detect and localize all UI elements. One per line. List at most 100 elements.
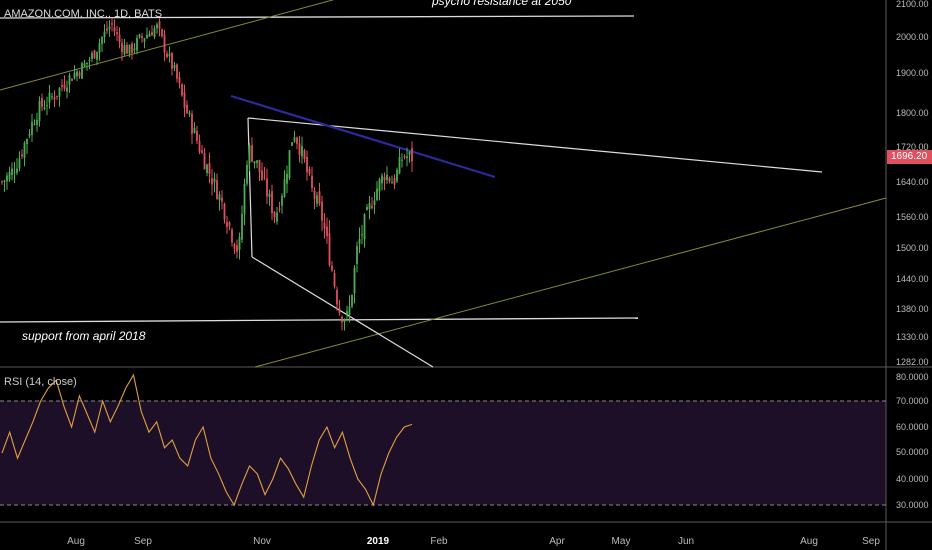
- candle-body: [108, 26, 111, 30]
- candle-body: [356, 246, 358, 264]
- candle-body: [36, 119, 38, 125]
- wedge-lower-line: [251, 256, 434, 368]
- time-tick-label: Sep: [134, 536, 152, 547]
- candle-body: [341, 316, 343, 323]
- price-tick-label: 1330.00: [896, 332, 929, 342]
- blue-trendline: [230, 94, 496, 179]
- candle-body: [371, 205, 373, 209]
- candle-body: [308, 168, 311, 174]
- candle-body: [378, 179, 381, 192]
- chart-title: AMAZON.COM, INC., 1D, BATS: [4, 8, 163, 20]
- candle-body: [208, 163, 211, 174]
- candle-body: [256, 160, 258, 163]
- candle-body: [173, 64, 176, 69]
- rsi-tick-label: 70.0000: [896, 396, 929, 406]
- candle-body: [216, 180, 218, 200]
- candle-body: [388, 177, 391, 182]
- candle-body: [86, 62, 88, 65]
- candle-body: [16, 168, 18, 173]
- candle-body: [238, 237, 241, 250]
- candle-body: [96, 51, 98, 60]
- price-axis: 2100.00 2000.00 1900.00 1800.00 1720.00 1640.…: [896, 0, 929, 367]
- candle-body: [383, 177, 386, 181]
- price-tick-label: 1282.00: [896, 357, 929, 367]
- candle-body: [353, 267, 356, 294]
- candle-body: [223, 203, 226, 220]
- price-tick-label: 2000.00: [896, 32, 929, 42]
- candle-body: [23, 142, 26, 158]
- candle-body: [373, 200, 376, 206]
- candle-body: [81, 63, 83, 79]
- candle-body: [138, 34, 141, 38]
- candle-body: [8, 172, 11, 180]
- candle-body: [211, 178, 213, 185]
- price-tick-label: 1560.00: [896, 212, 929, 222]
- candle-body: [286, 173, 288, 184]
- annotation-resistance: psycho resistance at 2050: [432, 0, 572, 8]
- resistance-2050-line: [0, 15, 635, 19]
- candle-body: [183, 92, 186, 108]
- candle-body: [316, 195, 318, 204]
- candle-body: [46, 105, 48, 107]
- candle-body: [288, 150, 291, 178]
- price-tick-label: 1800.00: [896, 108, 929, 118]
- candle-body: [381, 175, 383, 184]
- candle-body: [71, 78, 73, 81]
- wedge-left-line: [247, 117, 253, 258]
- price-tick-label: 1900.00: [896, 68, 929, 78]
- wedge-upper-line: [247, 117, 823, 173]
- candle-body: [248, 145, 251, 164]
- candle-body: [128, 44, 131, 54]
- candle-body: [266, 178, 268, 197]
- candle-body: [178, 76, 181, 84]
- candle-body: [206, 164, 208, 173]
- candle-body: [386, 174, 388, 181]
- time-tick-label: May: [612, 536, 631, 547]
- candle-body: [48, 92, 51, 103]
- candle-body: [11, 168, 13, 176]
- time-tick-label: Aug: [67, 536, 85, 547]
- candle-body: [123, 45, 126, 55]
- candle-body: [241, 213, 243, 240]
- candle-body: [331, 265, 333, 271]
- time-tick-label: Nov: [253, 536, 271, 547]
- candle-body: [38, 100, 41, 122]
- candle-body: [188, 112, 191, 115]
- candle-body: [118, 34, 121, 42]
- time-tick-label: Sep: [862, 536, 880, 547]
- annotation-support: support from april 2018: [22, 329, 146, 343]
- candle-body: [318, 191, 321, 204]
- candle-body: [376, 188, 378, 201]
- candle-body: [191, 113, 193, 134]
- candle-body: [28, 134, 31, 136]
- candle-body: [131, 43, 133, 54]
- candle-body: [101, 37, 103, 44]
- candle-body: [153, 28, 156, 38]
- candle-body: [203, 153, 206, 170]
- candle-body: [246, 164, 248, 184]
- candle-body: [313, 190, 316, 200]
- candle-body: [63, 84, 66, 89]
- candle-body: [281, 195, 283, 206]
- candle-body: [121, 42, 123, 52]
- candle-body: [293, 137, 296, 142]
- candle-body: [271, 191, 273, 214]
- time-tick-label: Aug: [800, 536, 818, 547]
- candle-body: [56, 95, 58, 97]
- rsi-tick-label: 60.0000: [896, 422, 929, 432]
- candle-body: [396, 169, 398, 182]
- candle-body: [171, 53, 173, 69]
- candle-body: [253, 161, 256, 164]
- candle-body: [26, 139, 28, 145]
- candle-body: [1, 181, 3, 183]
- candle-body: [61, 84, 63, 87]
- candle-body: [21, 154, 23, 157]
- candle-body: [226, 221, 228, 228]
- candle-body: [196, 130, 198, 141]
- candle-body: [158, 21, 161, 29]
- candle-body: [201, 150, 203, 153]
- candle-body: [398, 157, 401, 174]
- candle-body: [228, 222, 231, 226]
- candle-body: [368, 203, 371, 209]
- price-tick-label: 1720.00: [896, 142, 929, 152]
